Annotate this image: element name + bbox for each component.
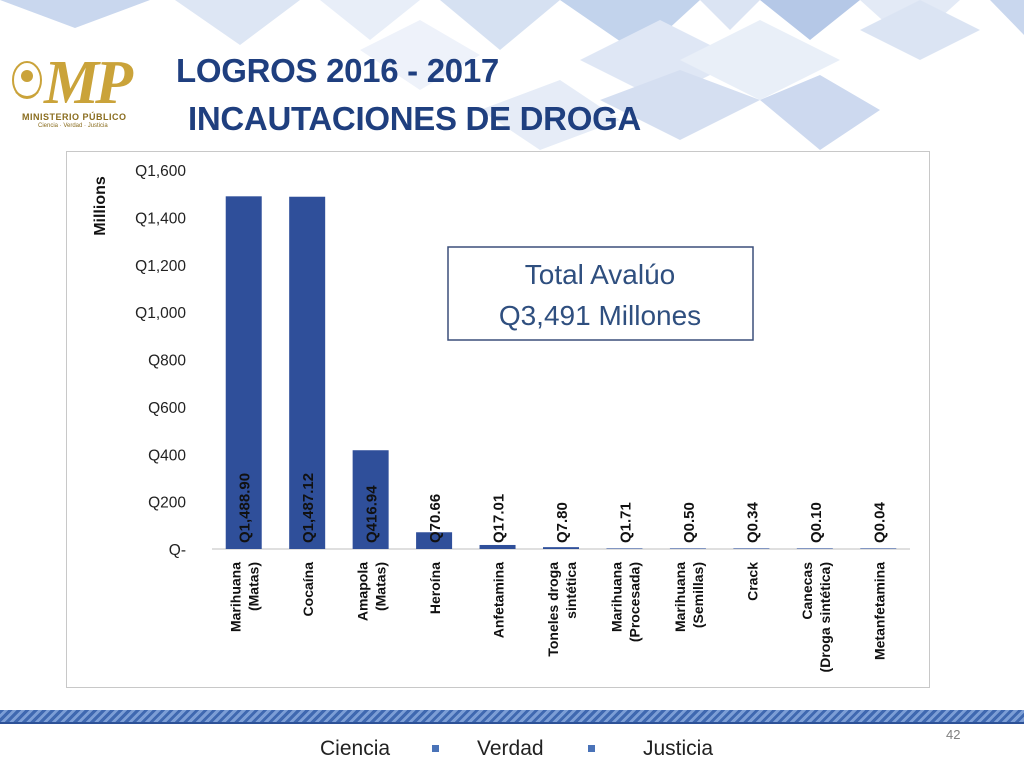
y-tick-label: Q200	[148, 495, 186, 512]
category-label: (Matas)	[373, 562, 389, 611]
category-label: Amapola	[355, 562, 371, 621]
coat-of-arms-icon	[12, 61, 42, 99]
total-annotation-line2: Q3,491 Millones	[499, 300, 701, 331]
logo-mark: MP	[44, 49, 133, 117]
y-tick-label: Q1,000	[135, 305, 186, 322]
category-label: (Procesada)	[626, 562, 642, 642]
category-label: Marihuana	[228, 562, 244, 632]
data-label: Q0.04	[871, 501, 888, 543]
category-label: sintética	[563, 562, 579, 619]
logo-org-name: MINISTERIO PÚBLICO	[22, 112, 127, 122]
motto-separator	[432, 745, 439, 752]
category-label: Marihuana	[672, 562, 688, 632]
motto-justicia: Justicia	[643, 737, 714, 760]
ministerio-publico-logo: MP MINISTERIO PÚBLICO Ciencia · Verdad ·…	[8, 52, 154, 132]
data-label: Q1,488.90	[237, 473, 254, 543]
page-subtitle: INCAUTACIONES DE DROGA	[188, 100, 641, 137]
data-label: Q0.34	[744, 501, 761, 543]
y-tick-label: Q1,200	[135, 258, 186, 275]
bar	[479, 544, 516, 549]
category-label: Heroína	[427, 562, 443, 614]
category-label: Metanfetamina	[871, 562, 887, 660]
data-label: Q17.01	[491, 494, 508, 543]
y-tick-label: Q1,600	[135, 163, 186, 180]
y-tick-label: Q-	[169, 542, 186, 559]
category-label: (Semillas)	[690, 562, 706, 628]
bar	[225, 196, 262, 549]
y-tick-label: Q600	[148, 400, 186, 417]
motto-verdad: Verdad	[477, 737, 544, 760]
y-tick-label: Q800	[148, 353, 186, 370]
logo-tagline: Ciencia · Verdad · Justicia	[38, 123, 108, 129]
motto-separator	[588, 745, 595, 752]
category-label: Anfetamina	[491, 562, 507, 638]
bar	[796, 548, 833, 549]
page-title: LOGROS 2016 - 2017	[176, 52, 499, 89]
footer-band	[0, 710, 1024, 722]
y-tick-label: Q1,400	[135, 210, 186, 227]
data-label: Q70.66	[427, 494, 444, 543]
category-label: Canecas	[799, 562, 815, 620]
bar	[860, 548, 897, 549]
bar	[543, 547, 579, 549]
motto-ciencia: Ciencia	[320, 737, 391, 760]
total-annotation-box	[447, 246, 754, 341]
data-label: Q1,487.12	[300, 473, 317, 543]
y-tick-label: Q400	[148, 447, 186, 464]
bar	[289, 196, 326, 549]
category-label: (Droga sintética)	[817, 562, 833, 672]
bar	[352, 450, 389, 549]
category-label: (Matas)	[246, 562, 262, 611]
category-label: Crack	[744, 562, 760, 601]
data-label: Q416.94	[364, 485, 381, 543]
chart-frame: Q- Q200 Q400 Q600 Q800 Q1,000 Q1,200 Q1,400 Q1,6…	[66, 151, 930, 688]
data-label: Q7.80	[554, 502, 571, 543]
data-label: Q1.71	[617, 502, 634, 543]
footer-line	[0, 722, 1024, 724]
category-label: Toneles droga	[545, 562, 561, 657]
bar	[733, 548, 770, 549]
total-annotation-line1: Total Avalúo	[525, 259, 676, 290]
bar	[606, 548, 643, 549]
data-label: Q0.50	[681, 502, 698, 543]
y-axis-title: Millions	[92, 176, 109, 236]
bar	[669, 548, 706, 549]
data-label: Q0.10	[808, 502, 825, 543]
background-decoration	[0, 0, 1024, 150]
category-label: Marihuana	[608, 562, 624, 632]
bar	[416, 532, 453, 549]
category-label: Cocaína	[300, 562, 316, 617]
page-number: 42	[946, 727, 961, 742]
bar-chart: Q- Q200 Q400 Q600 Q800 Q1,000 Q1,200 Q1,400 Q1,6…	[92, 163, 910, 672]
